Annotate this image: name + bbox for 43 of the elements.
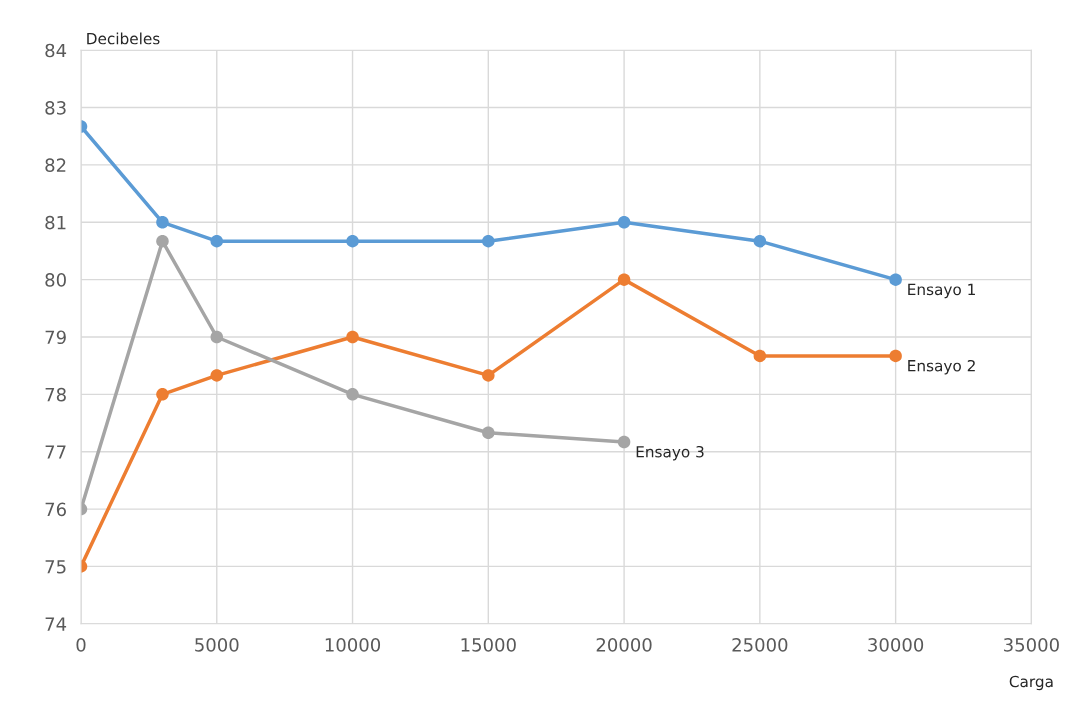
series-label: Ensayo 1: [908, 283, 975, 299]
y-tick-label: 76: [45, 502, 66, 517]
x-tick-label: 30000: [868, 638, 924, 652]
point: [889, 349, 902, 363]
x-tick-label: 10000: [325, 638, 381, 652]
point: [156, 388, 169, 401]
x-tick-label: 0: [76, 638, 86, 652]
point: [482, 234, 495, 248]
point: [482, 369, 495, 382]
y-axis-title: Decibeles: [87, 32, 160, 45]
y-tick-label: 83: [45, 101, 66, 115]
point: [617, 273, 631, 286]
point: [753, 234, 767, 248]
point: [346, 330, 359, 344]
y-tick-label: 77: [45, 445, 66, 459]
x-tick-label: 5000: [195, 638, 239, 652]
point: [346, 388, 359, 401]
point: [210, 369, 224, 382]
y-tick-label: 84: [45, 43, 67, 58]
point: [617, 435, 631, 449]
y-tick-label: 80: [45, 273, 66, 287]
x-tick-label: 15000: [461, 638, 516, 652]
point: [346, 234, 359, 248]
point: [156, 234, 169, 248]
x-tick-label: 25000: [732, 638, 788, 652]
point: [889, 273, 902, 286]
point: [482, 426, 495, 440]
y-tick-label: 79: [45, 330, 66, 345]
x-tick-label: 20000: [596, 638, 652, 652]
y-tick-label: 82: [45, 158, 66, 173]
series-label: Ensayo 2: [908, 359, 975, 375]
point: [617, 216, 631, 229]
point: [753, 349, 767, 363]
y-tick-label: 78: [45, 387, 66, 402]
y-tick-label: 75: [45, 560, 66, 574]
y-tick-label: 74: [45, 617, 67, 631]
x-tick-label: 35000: [1004, 638, 1059, 652]
x-axis-title: Carga: [1009, 675, 1053, 691]
point: [210, 234, 224, 248]
series-label: Ensayo 3: [636, 445, 704, 461]
y-tick-label: 81: [45, 215, 66, 230]
point: [210, 330, 224, 344]
point: [156, 216, 169, 229]
